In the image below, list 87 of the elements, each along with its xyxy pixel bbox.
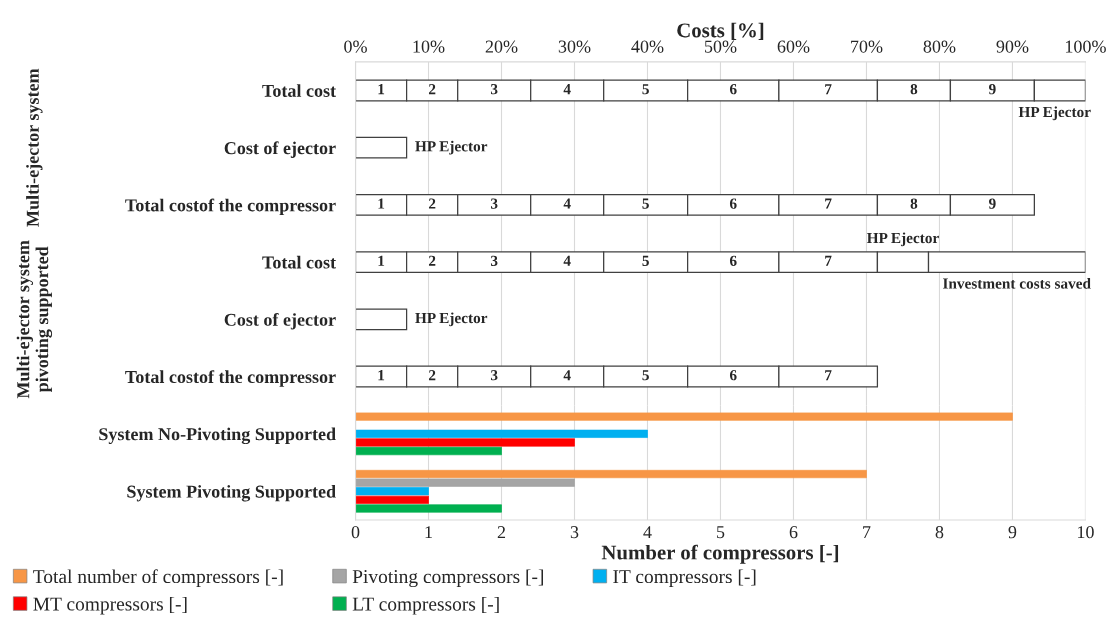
text: Multi-ejector system xyxy=(26,68,43,227)
legend-label: Total number of compressors [-] xyxy=(33,569,283,588)
series-label: 5 xyxy=(642,198,649,209)
y-tick-label: System No-Pivoting Supported xyxy=(99,427,336,445)
text: 4 xyxy=(563,255,571,266)
text: Multi-ejector system pivoting supported xyxy=(16,240,53,399)
text: 9 xyxy=(988,84,996,95)
series-label: 1 xyxy=(378,198,385,209)
text: 5 xyxy=(642,370,649,381)
bar xyxy=(355,487,429,496)
bar xyxy=(355,438,575,447)
y-tick-label: Total costof the compressor xyxy=(125,370,336,387)
text: 8 xyxy=(910,84,918,95)
x-tick-label: 7 xyxy=(863,526,871,539)
x-axis-title: Number of compressors [-] xyxy=(601,544,839,564)
legend-label: LT compressors [-] xyxy=(352,596,499,615)
legend-label: MT compressors [-] xyxy=(33,596,187,615)
text: 2 xyxy=(428,84,436,95)
series-label: 2 xyxy=(428,370,436,381)
text: 5 xyxy=(642,84,649,95)
text: 5 xyxy=(642,255,649,266)
text: 7 xyxy=(825,255,832,266)
x-tick-label: 2 xyxy=(497,526,506,539)
y-tick-label: Total costof the compressor xyxy=(125,198,336,216)
text: 6 xyxy=(729,198,737,209)
text: 4 xyxy=(563,198,571,209)
x-tick-label: 70% xyxy=(851,40,883,53)
bar xyxy=(355,412,1013,421)
x-tick-label: 6 xyxy=(789,526,798,539)
legend-label: Pivoting compressors [-] xyxy=(352,569,543,588)
y-tick-label: Total cost xyxy=(262,255,336,269)
series-label: 4 xyxy=(563,370,571,381)
x-tick-label: 60% xyxy=(777,40,810,53)
x-tick-label: 8 xyxy=(935,526,944,539)
series-label: 6 xyxy=(729,370,737,381)
text: 6 xyxy=(729,255,737,266)
series-label: 8 xyxy=(910,198,918,209)
text: 7 xyxy=(825,84,832,95)
bar xyxy=(355,478,575,487)
text: HP Ejector xyxy=(415,140,488,155)
x-tick-label: 80% xyxy=(923,40,956,53)
y-tick-label: Cost of ejector xyxy=(224,141,336,158)
x-tick-label: 10% xyxy=(413,40,445,53)
bar xyxy=(355,446,502,456)
text: HP Ejector xyxy=(415,312,488,327)
x-tick-label: 50% xyxy=(704,40,737,53)
x-tick-label: 1 xyxy=(425,526,432,539)
series-label: 7 xyxy=(825,198,832,209)
bar xyxy=(355,495,429,504)
series-label: 9 xyxy=(988,198,996,209)
text: 1 xyxy=(378,370,385,381)
bar xyxy=(355,308,408,331)
text: 2 xyxy=(428,255,436,266)
text: 1 xyxy=(378,255,385,266)
text: 2 xyxy=(428,198,436,209)
x-tick-label: 3 xyxy=(570,526,579,539)
x-tick-label: 100% xyxy=(1065,40,1106,53)
bar xyxy=(355,136,408,159)
bar xyxy=(355,429,648,438)
x-axis-title: Costs [%] xyxy=(677,22,764,40)
bar xyxy=(355,504,502,513)
series-label: 3 xyxy=(490,370,498,381)
legend-label: IT compressors [-] xyxy=(613,569,756,588)
x-tick-label: 0% xyxy=(344,40,367,53)
x-tick-label: 4 xyxy=(643,526,652,539)
x-tick-label: 10 xyxy=(1078,526,1094,539)
text: 7 xyxy=(825,370,832,381)
x-tick-label: 9 xyxy=(1008,526,1017,539)
text: 1 xyxy=(378,84,385,95)
text: HP Ejector xyxy=(866,232,939,247)
bar xyxy=(355,469,867,479)
series-label: HP Ejector xyxy=(1018,106,1091,121)
x-tick-label: 5 xyxy=(717,526,725,539)
x-tick-label: 30% xyxy=(558,40,591,53)
text: 3 xyxy=(490,198,498,209)
text: 3 xyxy=(490,84,498,95)
text: 3 xyxy=(490,255,498,266)
text: 6 xyxy=(729,84,737,95)
y-tick-label: Cost of ejector xyxy=(224,312,336,330)
x-tick-label: 40% xyxy=(631,40,664,53)
y-tick-label: System Pivoting Supported xyxy=(127,485,336,502)
text: 4 xyxy=(563,84,571,95)
x-tick-label: 20% xyxy=(485,40,518,53)
y-tick-label: Total cost xyxy=(262,84,336,97)
x-tick-label: 0 xyxy=(351,526,360,539)
x-tick-label: 90% xyxy=(996,40,1029,53)
series-label: Investment costs saved xyxy=(942,277,1091,289)
